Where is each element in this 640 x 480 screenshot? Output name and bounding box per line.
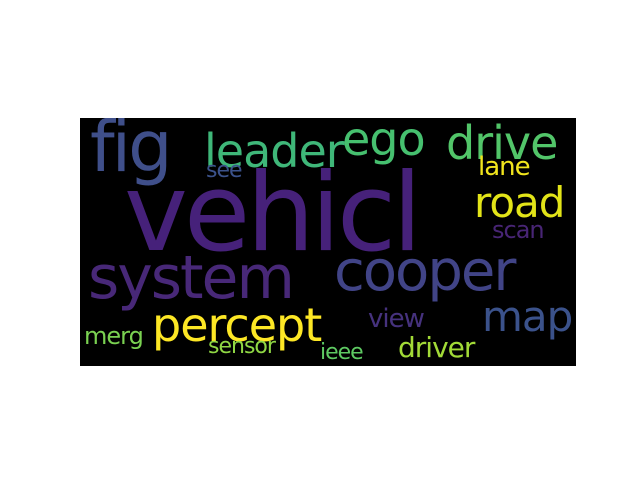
word-driver: driver bbox=[398, 331, 475, 364]
word-scan: scan bbox=[492, 216, 545, 244]
word-drive: drive bbox=[446, 118, 558, 170]
word-road: road bbox=[474, 178, 565, 227]
word-merg: merg bbox=[84, 322, 144, 350]
word-lane: lane bbox=[478, 152, 531, 182]
word-system: system bbox=[88, 243, 295, 313]
word-sensor: sensor bbox=[208, 334, 276, 359]
word-cloud-canvas: fig leader ego drive see lane road scan … bbox=[80, 118, 576, 366]
word-map: map bbox=[482, 292, 573, 341]
word-cooper: cooper bbox=[334, 239, 516, 304]
word-percept: percept bbox=[152, 298, 322, 352]
word-view: view bbox=[368, 304, 425, 334]
word-ego: ego bbox=[342, 118, 426, 166]
word-vehicl: vehicl bbox=[124, 151, 422, 276]
word-leader: leader bbox=[204, 124, 345, 178]
word-fig: fig bbox=[90, 118, 173, 188]
word-see: see bbox=[206, 158, 243, 183]
word-ieee: ieee bbox=[320, 340, 364, 365]
